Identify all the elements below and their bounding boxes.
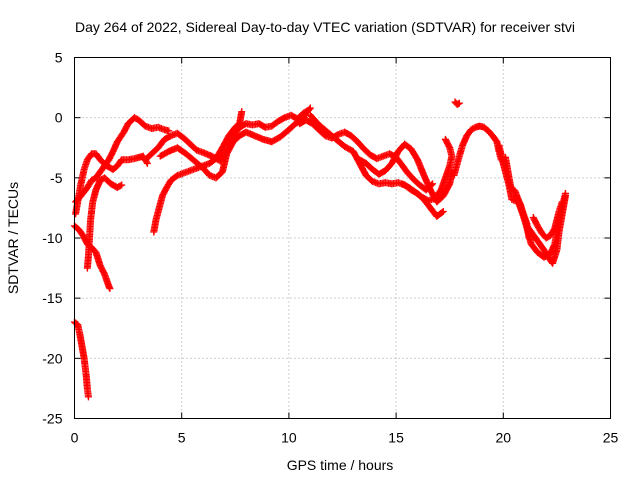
y-tick-label: 0 (55, 110, 63, 126)
series-track-5 (72, 114, 173, 206)
x-tick-label: 20 (496, 430, 512, 446)
chart-title: Day 264 of 2022, Sidereal Day-to-day VTE… (75, 19, 575, 35)
x-tick-label: 15 (388, 430, 404, 446)
series-track-18 (501, 153, 533, 242)
data-point (165, 127, 173, 135)
data-point (561, 189, 569, 197)
series-track-10 (306, 111, 447, 220)
data-point (438, 208, 446, 216)
data-point (84, 393, 92, 401)
data-point (441, 135, 449, 143)
y-tick-label: -5 (50, 170, 63, 186)
data-point (306, 104, 314, 112)
y-tick-labels: -25 -20 -15 -10 -5 0 5 (42, 50, 62, 427)
data-point (118, 181, 126, 189)
x-tick-labels: 0 5 10 15 20 25 (71, 430, 619, 446)
series-track-4 (83, 174, 126, 272)
series-track-17 (529, 198, 566, 242)
series-track-1 (71, 318, 92, 401)
x-tick-label: 10 (281, 430, 297, 446)
y-tick-label: 5 (55, 50, 63, 66)
data-series (71, 98, 569, 401)
series-track-6 (150, 108, 246, 236)
data-point (238, 108, 246, 116)
data-point (305, 105, 313, 113)
data-point (116, 182, 124, 190)
data-point (525, 234, 533, 242)
x-axis-label: GPS time / hours (287, 457, 394, 473)
x-tick-label: 5 (178, 430, 186, 446)
y-tick-label: -10 (42, 230, 62, 246)
data-point (439, 208, 447, 216)
series-track-12 (399, 135, 456, 205)
series-track-2 (71, 222, 114, 293)
x-tick-label: 0 (71, 430, 79, 446)
series-track-13 (450, 122, 505, 179)
y-axis-label: SDTVAR / TECUs (5, 182, 21, 294)
series-track-14 (451, 98, 463, 108)
plot-frame (74, 57, 611, 419)
y-tick-label: -20 (42, 350, 62, 366)
series-track-8 (156, 104, 314, 182)
data-point (558, 198, 566, 206)
x-tick-label: 25 (603, 430, 619, 446)
data-point (442, 137, 450, 145)
y-tick-label: -25 (42, 411, 62, 427)
data-point (455, 99, 463, 107)
y-tick-label: -15 (42, 290, 62, 306)
data-point (106, 285, 114, 293)
